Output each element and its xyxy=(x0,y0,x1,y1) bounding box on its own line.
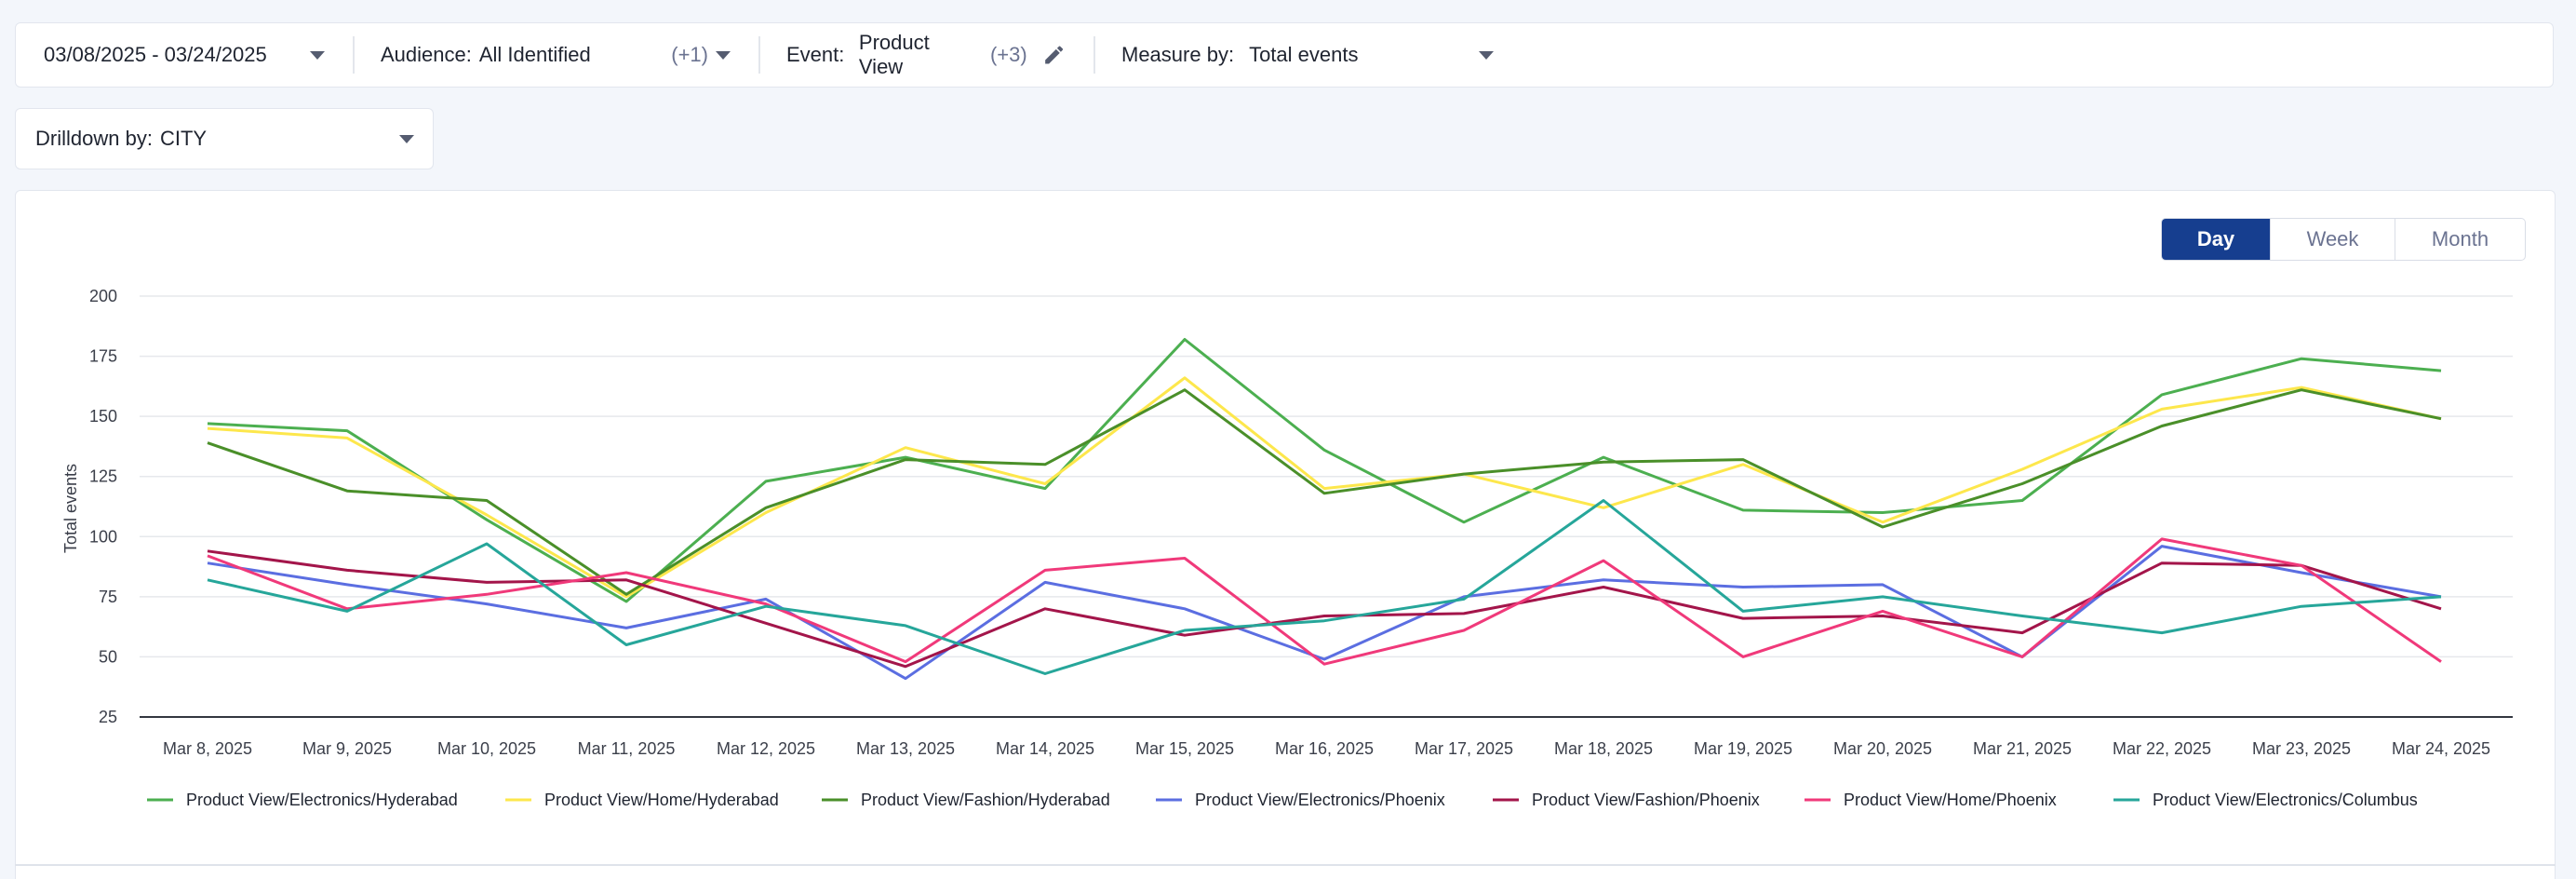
x-tick-label: Mar 14, 2025 xyxy=(996,739,1094,758)
x-tick-label: Mar 16, 2025 xyxy=(1275,739,1374,758)
y-tick-label: 25 xyxy=(99,708,117,726)
y-tick-label: 125 xyxy=(89,467,117,486)
card-divider xyxy=(15,864,2556,866)
date-range-value: 03/08/2025 - 03/24/2025 xyxy=(44,43,267,66)
date-range-picker[interactable]: 03/08/2025 - 03/24/2025 xyxy=(16,23,353,87)
pencil-icon[interactable] xyxy=(1042,43,1066,67)
legend-label: Product View/Fashion/Hyderabad xyxy=(861,791,1110,809)
legend-label: Product View/Electronics/Columbus xyxy=(2153,791,2418,809)
y-axis-label: Total events xyxy=(61,464,80,553)
event-label: Event: xyxy=(786,43,845,66)
event-value: Product View xyxy=(858,31,930,78)
chevron-down-icon xyxy=(1479,50,1494,60)
series-line xyxy=(207,545,2442,681)
x-tick-label: Mar 21, 2025 xyxy=(1973,739,2072,758)
series-line xyxy=(207,537,2442,666)
legend-label: Product View/Home/Phoenix xyxy=(1844,791,2057,809)
granularity-toggle: Day Week Month xyxy=(2161,218,2526,261)
chevron-down-icon xyxy=(399,134,414,143)
x-tick-label: Mar 23, 2025 xyxy=(2252,739,2351,758)
event-selector[interactable]: Event: Product View (+3) xyxy=(758,23,1093,87)
x-tick-label: Mar 19, 2025 xyxy=(1694,739,1792,758)
y-tick-label: 200 xyxy=(89,287,117,305)
audience-extra-count: (+1) xyxy=(671,43,708,66)
drilldown-label: Drilldown by: xyxy=(35,127,153,150)
event-extra-count: (+3) xyxy=(989,43,1027,66)
y-tick-label: 175 xyxy=(89,347,117,366)
x-tick-label: Mar 17, 2025 xyxy=(1415,739,1513,758)
y-tick-label: 150 xyxy=(89,407,117,426)
drilldown-value: CITY xyxy=(159,127,208,150)
filter-bar: 03/08/2025 - 03/24/2025 Audience: All Id… xyxy=(15,22,2554,88)
x-tick-label: Mar 15, 2025 xyxy=(1135,739,1234,758)
legend-label: Product View/Electronics/Hyderabad xyxy=(186,791,458,809)
x-tick-label: Mar 12, 2025 xyxy=(717,739,815,758)
x-tick-label: Mar 24, 2025 xyxy=(2392,739,2490,758)
y-tick-label: 75 xyxy=(99,588,117,606)
series-line xyxy=(207,338,2442,603)
chevron-down-icon xyxy=(310,50,325,60)
audience-selector[interactable]: Audience: All Identified (+1) xyxy=(353,23,758,87)
x-tick-label: Mar 11, 2025 xyxy=(578,739,676,758)
x-tick-label: Mar 20, 2025 xyxy=(1833,739,1932,758)
granularity-day-button[interactable]: Day xyxy=(2162,219,2270,260)
y-tick-label: 50 xyxy=(99,647,117,666)
measure-label: Measure by: xyxy=(1121,43,1235,66)
series-line xyxy=(207,376,2442,599)
measure-value: Total events xyxy=(1249,43,1359,66)
legend-label: Product View/Electronics/Phoenix xyxy=(1195,791,1445,809)
series-line xyxy=(207,499,2442,675)
x-tick-label: Mar 10, 2025 xyxy=(437,739,536,758)
measure-selector[interactable]: Measure by: Total events xyxy=(1093,23,1522,87)
x-tick-label: Mar 8, 2025 xyxy=(163,739,252,758)
legend-label: Product View/Fashion/Phoenix xyxy=(1532,791,1760,809)
audience-value: All Identified xyxy=(478,43,591,66)
granularity-month-button[interactable]: Month xyxy=(2395,219,2525,260)
drilldown-selector[interactable]: Drilldown by: CITY xyxy=(15,108,434,169)
y-tick-label: 100 xyxy=(89,527,117,546)
chart-card xyxy=(15,190,2556,879)
granularity-week-button[interactable]: Week xyxy=(2270,219,2395,260)
audience-label: Audience: xyxy=(381,43,472,66)
series-line xyxy=(207,388,2442,596)
x-tick-label: Mar 22, 2025 xyxy=(2113,739,2211,758)
chevron-down-icon xyxy=(716,50,731,60)
series-line xyxy=(207,549,2442,669)
x-tick-label: Mar 18, 2025 xyxy=(1554,739,1653,758)
x-tick-label: Mar 13, 2025 xyxy=(856,739,955,758)
x-tick-label: Mar 9, 2025 xyxy=(302,739,392,758)
legend-label: Product View/Home/Hyderabad xyxy=(544,791,779,809)
